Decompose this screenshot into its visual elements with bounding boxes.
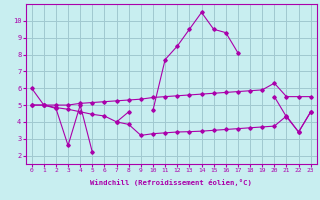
X-axis label: Windchill (Refroidissement éolien,°C): Windchill (Refroidissement éolien,°C): [90, 179, 252, 186]
